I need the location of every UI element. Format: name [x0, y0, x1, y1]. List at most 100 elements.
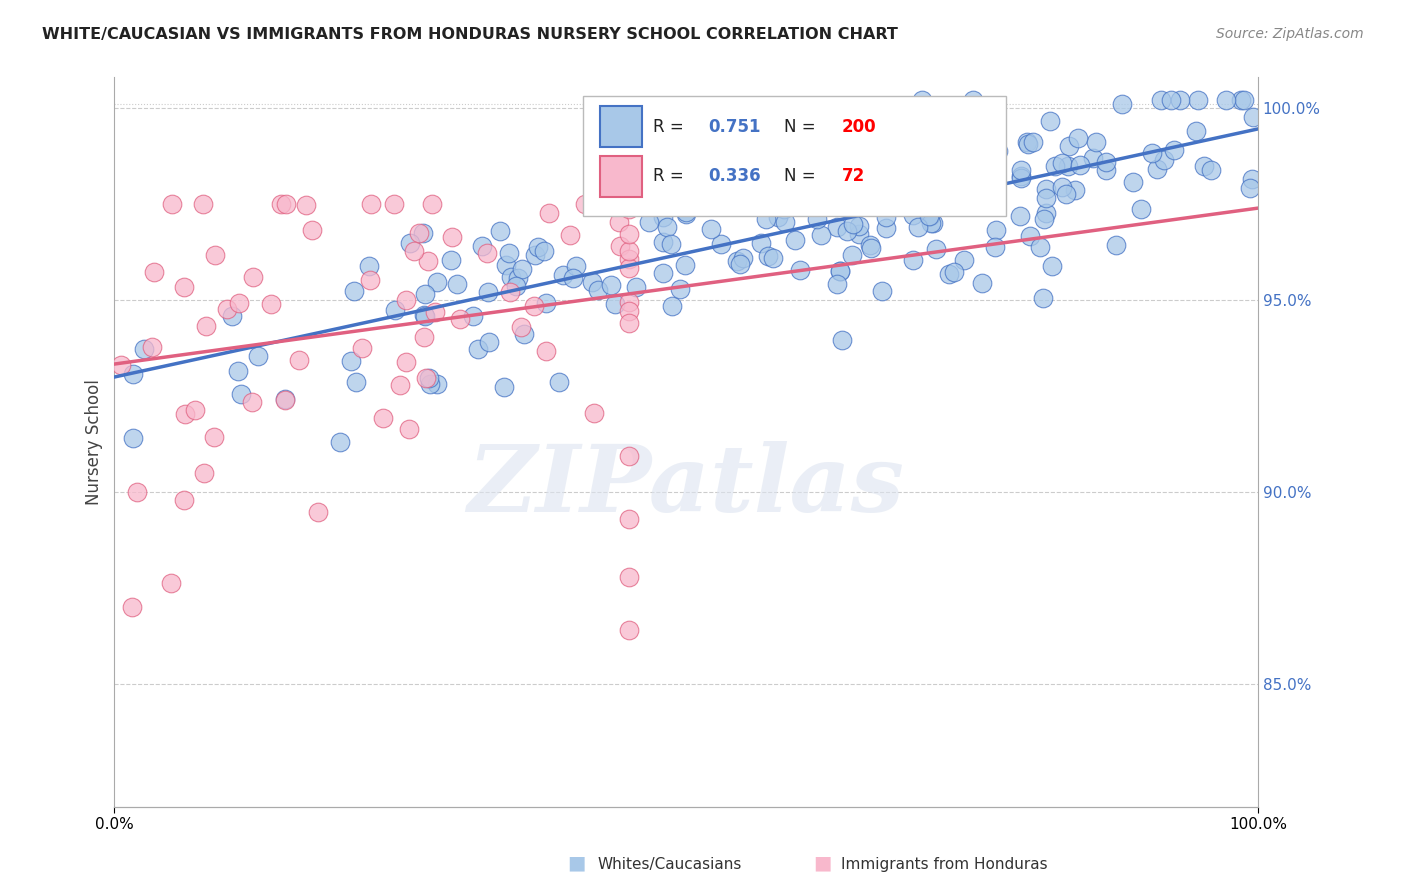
Point: [733, 147, 755, 161]
Point: [756, 249, 779, 263]
Point: [617, 202, 640, 216]
Point: [617, 197, 640, 211]
Point: [217, 301, 239, 316]
Point: [260, 297, 283, 311]
Point: [1240, 171, 1263, 186]
Point: [340, 354, 363, 368]
Point: [1187, 94, 1209, 108]
Point: [492, 380, 515, 394]
Point: [489, 224, 512, 238]
Point: [1010, 171, 1032, 186]
Point: [477, 334, 499, 349]
Point: [121, 368, 143, 382]
Point: [498, 245, 520, 260]
Point: [987, 145, 1010, 159]
Point: [738, 169, 761, 183]
Point: [415, 309, 437, 323]
Point: [617, 295, 640, 310]
FancyBboxPatch shape: [600, 106, 641, 147]
Point: [673, 258, 696, 272]
Point: [413, 308, 436, 322]
Point: [471, 239, 494, 253]
Point: [941, 118, 963, 132]
Point: [1017, 135, 1039, 149]
Point: [669, 282, 692, 296]
Point: [893, 185, 915, 199]
Point: [1150, 94, 1173, 108]
Point: [499, 285, 522, 300]
Point: [395, 355, 418, 369]
Point: [659, 236, 682, 251]
Point: [1019, 229, 1042, 244]
Point: [1054, 187, 1077, 202]
Point: [875, 220, 897, 235]
Point: [1122, 176, 1144, 190]
Point: [617, 197, 640, 211]
Point: [773, 214, 796, 228]
Point: [1083, 151, 1105, 165]
Point: [173, 280, 195, 294]
Point: [440, 253, 463, 268]
Point: [605, 297, 627, 311]
Point: [270, 197, 292, 211]
Point: [229, 387, 252, 401]
Point: [360, 197, 382, 211]
Point: [831, 334, 853, 348]
Point: [475, 245, 498, 260]
Point: [426, 377, 449, 392]
Point: [1043, 159, 1066, 173]
Point: [675, 207, 697, 221]
Point: [1185, 124, 1208, 138]
Point: [402, 244, 425, 258]
Point: [551, 268, 574, 282]
Point: [920, 209, 942, 223]
Point: [533, 244, 555, 258]
Point: [581, 275, 603, 289]
Point: [420, 197, 443, 211]
Point: [583, 406, 606, 420]
Point: [841, 128, 863, 143]
Point: [1239, 181, 1261, 195]
Text: N =: N =: [785, 118, 821, 136]
Point: [418, 370, 440, 384]
Point: [628, 143, 651, 157]
Point: [426, 275, 449, 289]
Point: [191, 197, 214, 211]
Point: [1035, 191, 1057, 205]
Point: [1066, 131, 1088, 145]
Point: [617, 197, 640, 211]
Point: [972, 277, 994, 291]
Point: [513, 326, 536, 341]
Point: [977, 194, 1000, 209]
Point: [527, 239, 550, 253]
Point: [762, 252, 785, 266]
Point: [910, 94, 932, 108]
Point: [830, 263, 852, 277]
Point: [329, 434, 352, 449]
Point: [1095, 155, 1118, 169]
Point: [1035, 182, 1057, 196]
Point: [274, 392, 297, 407]
Point: [979, 128, 1001, 143]
Point: [638, 215, 661, 229]
Point: [1241, 110, 1264, 124]
Point: [204, 248, 226, 262]
Point: [350, 341, 373, 355]
Point: [860, 241, 883, 255]
Point: [953, 252, 976, 267]
Point: [586, 283, 609, 297]
Point: [499, 270, 522, 285]
Point: [142, 265, 165, 279]
Point: [1035, 205, 1057, 219]
Point: [371, 410, 394, 425]
Text: ■: ■: [813, 854, 832, 872]
Point: [125, 485, 148, 500]
Point: [900, 188, 922, 202]
Point: [1056, 159, 1078, 173]
Point: [609, 239, 631, 253]
Point: [1010, 163, 1032, 178]
Point: [979, 181, 1001, 195]
Point: [849, 159, 872, 173]
Point: [825, 219, 848, 234]
Point: [398, 422, 420, 436]
